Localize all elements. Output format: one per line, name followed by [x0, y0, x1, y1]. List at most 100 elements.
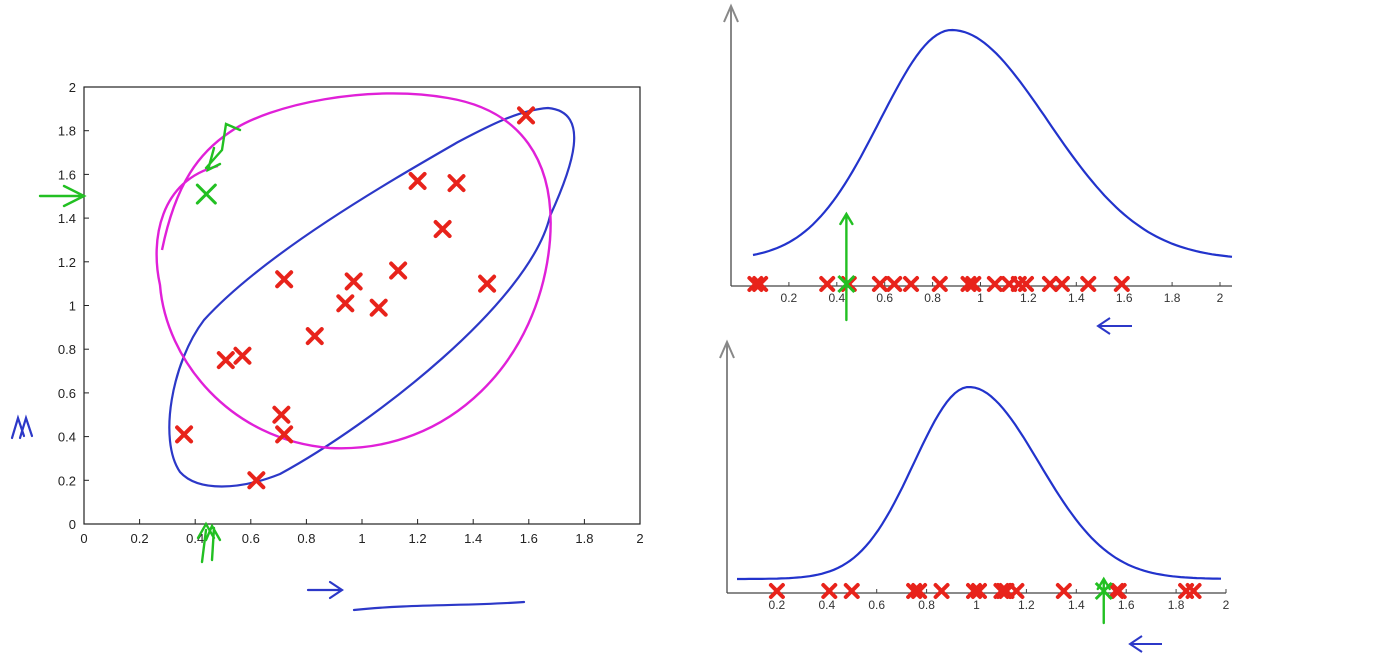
density-x1-tick-label: 1.8 — [1164, 291, 1181, 305]
scatter-point — [408, 171, 427, 190]
scatter-point — [369, 298, 388, 317]
density-x2-point — [906, 583, 923, 599]
scatter-x-tick-label: 1.4 — [464, 531, 482, 546]
scatter-x-tick-label: 0.2 — [131, 531, 149, 546]
scatter-point — [336, 294, 355, 313]
density-x2-point — [970, 583, 987, 599]
scatter-point — [389, 261, 408, 280]
scatter-point — [216, 351, 235, 370]
scatter-point — [272, 405, 291, 424]
density-x1-point — [871, 276, 888, 292]
anomaly-point — [195, 183, 217, 205]
scatter-y-tick-label: 1.6 — [58, 167, 76, 182]
density-x2-point — [821, 583, 838, 599]
density-plot-x2: 0.2 0.4 0.6 0.8 1 1.2 1.4 1.6 1.8 2 — [719, 339, 1230, 653]
scatter-y-tick-label: 1 — [69, 299, 76, 314]
density-x1-point — [931, 276, 948, 292]
density-x2-blue-arrow — [1128, 635, 1162, 653]
scatter-x-tick-label: 1.6 — [520, 531, 538, 546]
density-x1-y-arrow — [723, 3, 739, 23]
density-x2-tick-label: 0.8 — [918, 598, 935, 612]
scatter-x-ticks: 0 0.2 0.4 0.6 0.8 1 1.2 1.4 1.6 1.8 2 — [80, 519, 644, 546]
density-x2-tick-label: 0.2 — [769, 598, 786, 612]
density-x2-point — [1185, 583, 1202, 599]
scatter-plot: 0 0.2 0.4 0.6 0.8 1 1.2 1.4 1.6 1.8 2 0 0.2 0.4 0.6 0.… — [10, 80, 644, 612]
density-x1-tick-label: 0.2 — [781, 291, 798, 305]
scatter-plot-area — [83, 86, 641, 525]
scatter-points — [175, 106, 536, 490]
scatter-x-tick-label: 2 — [636, 531, 643, 546]
density-x2-curve — [737, 386, 1222, 581]
scatter-y-ticks: 0 0.2 0.4 0.6 0.8 1 1.2 1.4 1.6 1.8 2 — [58, 80, 89, 532]
density-x1-tick-label: 0.8 — [924, 291, 941, 305]
density-x2-tick-label: 2 — [1223, 598, 1230, 612]
density-x1-point — [819, 276, 836, 292]
density-x2-point — [933, 583, 950, 599]
scatter-y-tick-label: 0.6 — [58, 386, 76, 401]
scatter-y-tick-label: 0.4 — [58, 430, 76, 445]
scatter-x-tick-label: 1.8 — [575, 531, 593, 546]
scatter-x-tick-label: 1.2 — [409, 531, 427, 546]
density-plot-x1: 0.2 0.4 0.6 0.8 1 1.2 1.4 1.6 1.8 2 — [723, 3, 1233, 335]
density-x1-tick-label: 0.6 — [876, 291, 893, 305]
scatter-point — [175, 425, 194, 444]
scatter-point — [433, 220, 452, 239]
density-x2-tick-label: 1.4 — [1068, 598, 1085, 612]
scatter-y-tick-label: 1.2 — [58, 255, 76, 270]
density-x2-tick-label: 1 — [973, 598, 980, 612]
density-x2-point — [1055, 583, 1072, 599]
density-x1-point — [1080, 276, 1097, 292]
density-x1-curve — [752, 28, 1233, 258]
density-x1-point — [886, 276, 903, 292]
scatter-x-tick-label: 1 — [358, 531, 365, 546]
density-x1-point — [1041, 276, 1058, 292]
density-x1-point — [840, 276, 857, 292]
scatter-y-tick-label: 2 — [69, 80, 76, 95]
green-arrow-annotations — [38, 122, 242, 564]
density-x2-point — [966, 583, 983, 599]
density-x1-ticks: 0.2 0.4 0.6 0.8 1 1.2 1.4 1.6 1.8 2 — [781, 282, 1224, 305]
density-x2-point — [843, 583, 860, 599]
density-x2-points — [768, 576, 1202, 625]
scatter-point — [275, 270, 294, 289]
density-x1-tick-label: 1.2 — [1020, 291, 1037, 305]
scatter-y-tick-label: 0 — [69, 517, 76, 532]
density-x1-tick-label: 0.4 — [828, 291, 845, 305]
density-x1-tick-label: 1.6 — [1116, 291, 1133, 305]
density-x1-tick-label: 2 — [1217, 291, 1224, 305]
scatter-y-tick-label: 1.8 — [58, 124, 76, 139]
density-x2-point — [1110, 583, 1127, 599]
density-x1-blue-arrow — [1096, 317, 1132, 335]
density-x2-tick-label: 0.4 — [818, 598, 835, 612]
density-x2-y-arrow — [719, 339, 735, 359]
scatter-y-tick-label: 0.2 — [58, 473, 76, 488]
scatter-x-tick-label: 0.6 — [242, 531, 260, 546]
density-x1-point — [1018, 276, 1035, 292]
scatter-y-tick-label: 0.8 — [58, 342, 76, 357]
density-x2-tick-label: 1.6 — [1118, 598, 1135, 612]
scatter-x-tick-label: 0 — [80, 531, 87, 546]
blue-arrow-annotations — [10, 414, 526, 612]
density-x1-point — [752, 276, 769, 292]
density-x2-point — [1008, 583, 1025, 599]
density-x2-point — [911, 583, 928, 599]
scatter-point — [305, 327, 324, 346]
density-x1-tick-label: 1.4 — [1068, 291, 1085, 305]
density-x1-point — [986, 276, 1003, 292]
density-x1-point — [960, 276, 977, 292]
scatter-point — [517, 106, 536, 125]
blue-ellipse-annotation — [168, 106, 576, 488]
density-x1-point — [1053, 276, 1070, 292]
scatter-point — [275, 425, 294, 444]
scatter-point — [478, 274, 497, 293]
scatter-y-tick-label: 1.4 — [58, 211, 76, 226]
density-x1-tick-label: 1 — [977, 291, 984, 305]
scatter-point — [344, 272, 363, 291]
scatter-x-tick-label: 0.8 — [297, 531, 315, 546]
density-x2-point — [768, 583, 785, 599]
density-x1-point — [965, 276, 982, 292]
scatter-point — [247, 471, 266, 490]
density-x1-anomaly-point — [837, 211, 856, 322]
magenta-circle-annotation — [155, 92, 552, 450]
